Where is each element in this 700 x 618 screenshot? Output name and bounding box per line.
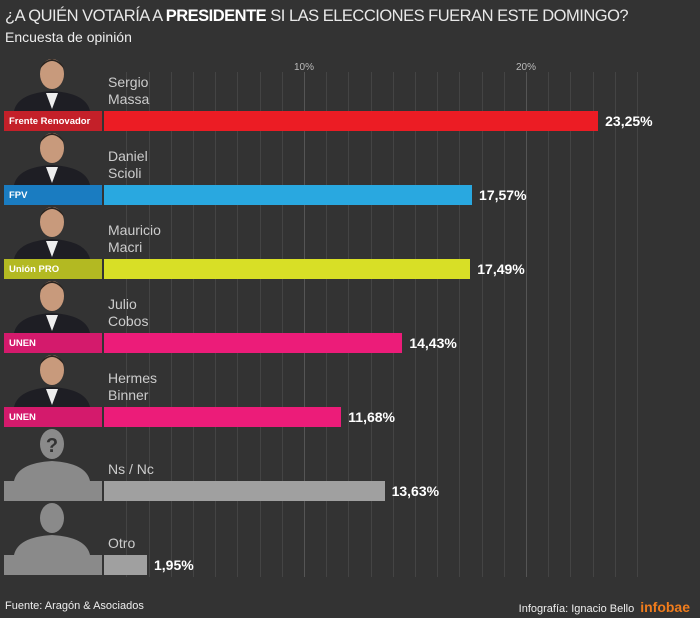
gridline (126, 72, 128, 577)
gridline (370, 72, 372, 577)
svg-text:?: ? (46, 435, 58, 457)
gridline (281, 72, 283, 577)
value-label: 13,63% (391, 483, 440, 499)
bar (104, 259, 471, 279)
credit: Infografía: Ignacio Bello infobae (519, 599, 690, 615)
gridline (326, 72, 328, 577)
credit-text: Infografía: Ignacio Bello (518, 603, 635, 615)
gridline (548, 72, 550, 577)
party-label (4, 481, 102, 501)
candidate-photo (4, 123, 101, 185)
value-label: 14,43% (409, 335, 457, 351)
source-note: Fuente: Aragón & Asociados (5, 600, 144, 612)
candidate-name: Mauricio Macri (108, 222, 161, 255)
gridline (348, 72, 350, 577)
candidate-photo (4, 49, 101, 111)
gridline (148, 72, 150, 577)
infobae-logo: infobae (640, 599, 690, 615)
candidate-photo (4, 345, 101, 407)
bar (104, 555, 147, 575)
title-part: SI LAS ELECCIONES FUERAN ESTE DOMINGO? (266, 7, 629, 25)
candidate-name: Sergio Massa (108, 74, 150, 107)
party-label: Frente Renovador (4, 111, 102, 131)
value-label: 23,25% (605, 113, 653, 129)
bar (104, 333, 403, 353)
silhouette-icon (4, 493, 101, 555)
party-label: Unión PRO (4, 259, 102, 279)
party-label: UNEN (4, 407, 102, 427)
title-bold: PRESIDENTE (165, 7, 267, 25)
x-tick-label: 10% (293, 62, 315, 73)
candidate-name: Julio Cobos (108, 296, 149, 329)
candidate-name: Otro (108, 535, 136, 551)
gridline (392, 72, 394, 577)
gridline (526, 72, 527, 577)
gridline (237, 72, 239, 577)
gridline (481, 72, 483, 577)
gridline (503, 72, 505, 577)
value-label: 17,49% (477, 261, 525, 277)
x-tick-label: 20% (515, 62, 537, 73)
gridline (570, 72, 572, 577)
candidate-name: Hermes Binner (108, 370, 158, 403)
party-label (4, 555, 102, 575)
bar (104, 185, 473, 205)
gridline (259, 72, 261, 577)
gridline (437, 72, 439, 577)
gridline (193, 72, 194, 577)
value-label: 17,57% (479, 187, 527, 203)
candidate-photo (4, 197, 101, 259)
gridline (170, 72, 172, 577)
chart-subtitle: Encuesta de opinión (5, 29, 132, 45)
gridline (614, 72, 616, 577)
value-label: 1,95% (154, 557, 194, 573)
candidate-name: Ns / Nc (108, 461, 154, 477)
bar (104, 407, 342, 427)
gridline (415, 72, 416, 577)
bar (104, 111, 599, 131)
party-label: FPV (4, 185, 102, 205)
gridline (304, 72, 305, 577)
gridline (459, 72, 461, 577)
silhouette-icon: ? (4, 419, 101, 481)
candidate-photo (4, 271, 101, 333)
gridline (215, 72, 217, 577)
party-label: UNEN (4, 333, 102, 353)
title-part: ¿A QUIÉN VOTARÍA A (5, 7, 166, 25)
gridline (637, 72, 638, 577)
candidate-name: Daniel Scioli (108, 148, 148, 181)
value-label: 11,68% (348, 409, 395, 425)
gridline (592, 72, 594, 577)
bar (104, 481, 385, 501)
chart-title: ¿A QUIÉN VOTARÍA A PRESIDENTE SI LAS ELE… (5, 7, 695, 26)
